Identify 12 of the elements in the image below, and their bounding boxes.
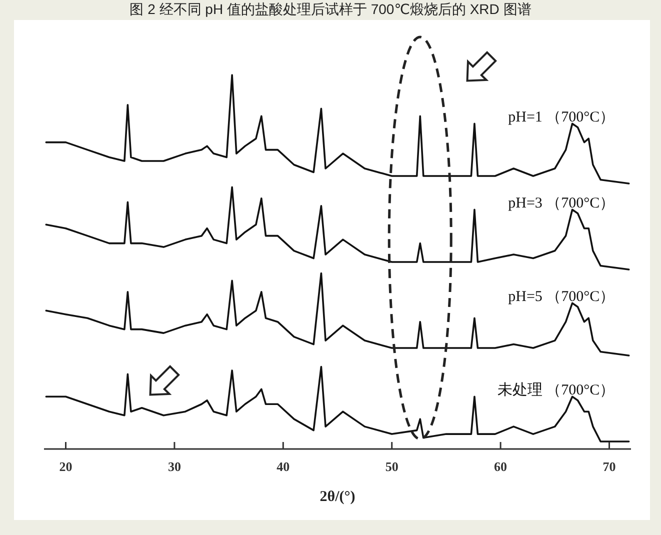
series-label: pH=1 （700°C） (508, 110, 615, 126)
x-axis-title: 2θ/(°) (320, 489, 356, 505)
x-tick-label: 40 (276, 459, 290, 474)
x-tick-label: 20 (59, 459, 72, 474)
x-tick-label: 70 (602, 459, 616, 474)
series-label: pH=5 （700°C） (508, 289, 615, 306)
series-label: pH=3 （700°C） (508, 196, 615, 212)
chart-title: 图 2 经不同 pH 值的盐酸处理后试样于 700℃煅烧后的 XRD 图谱 (130, 1, 532, 17)
x-tick-label: 30 (168, 459, 181, 474)
series-label: 未处理 （700°C） (497, 382, 615, 399)
x-tick-label: 50 (385, 459, 398, 474)
x-tick-label: 60 (494, 459, 508, 474)
